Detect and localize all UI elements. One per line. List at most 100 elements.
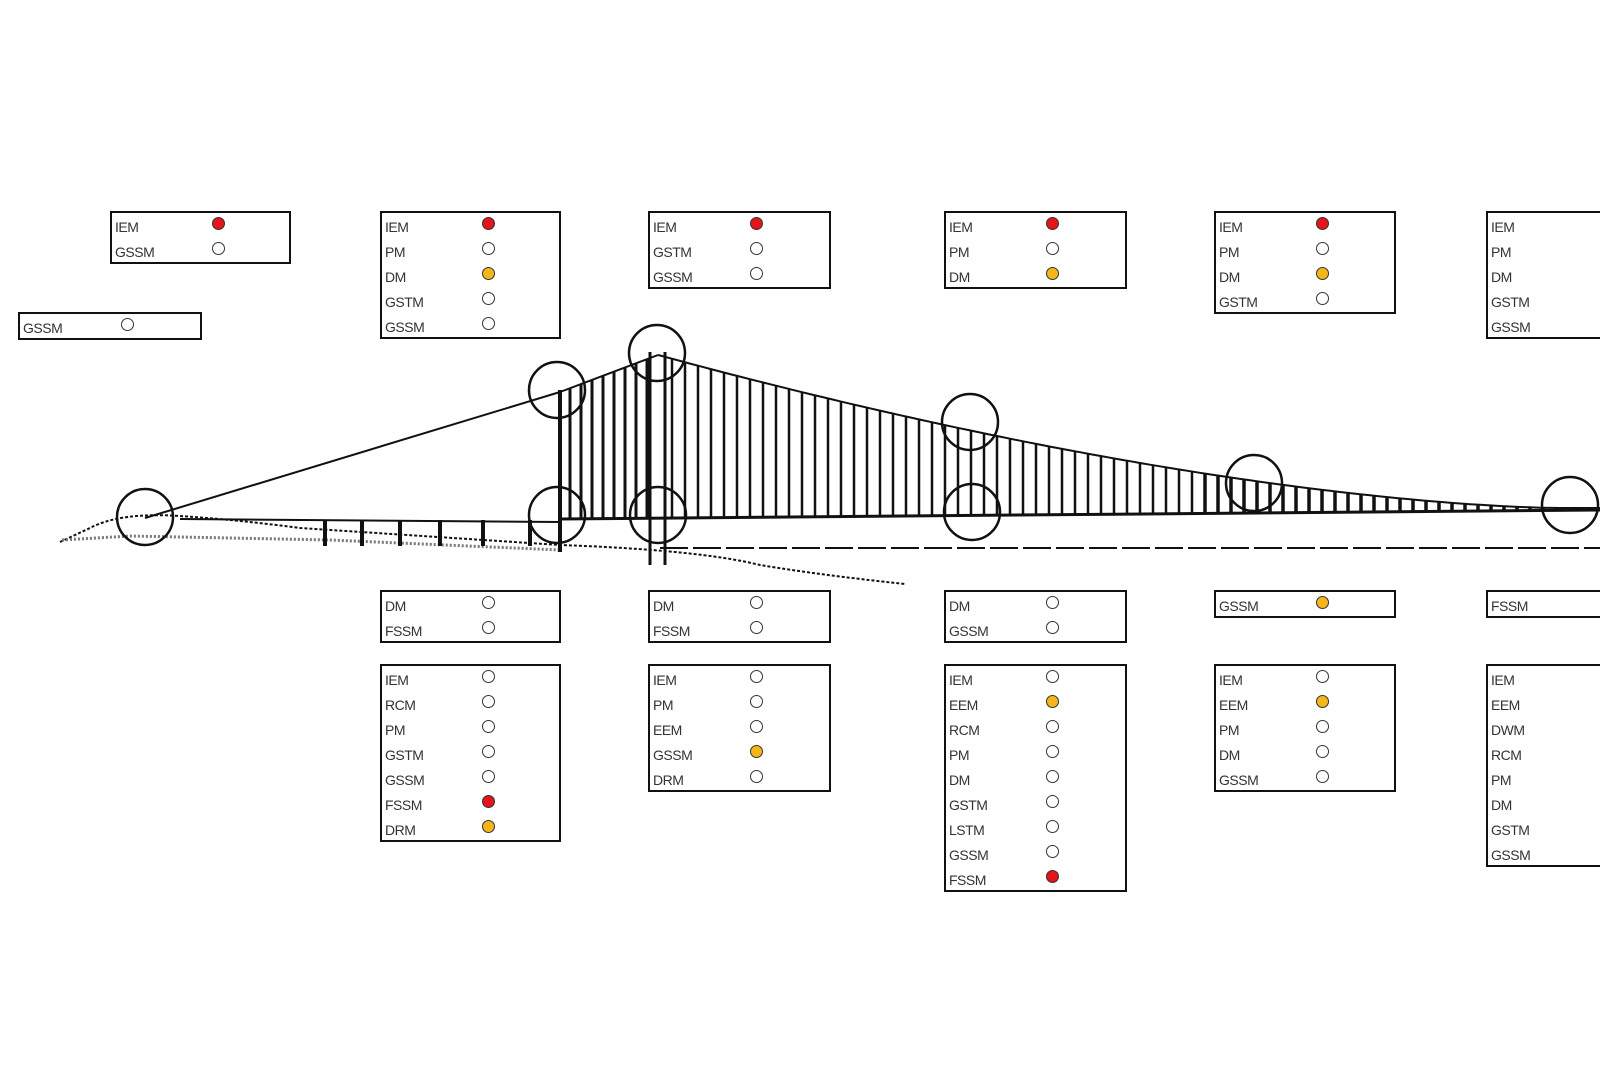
status-amber-dot-icon [482,820,495,833]
status-none-dot-icon [482,292,495,305]
monitoring-row: GSTM [1488,288,1600,313]
monitoring-row: IEM [650,666,829,691]
monitoring-box-tower1-top: IEM PM DM GSTM GSSM [380,211,561,339]
method-label: LSTM [949,822,985,838]
monitoring-row: IEM [1488,666,1600,691]
monitoring-box-span-quarter-top: IEM PM DM [944,211,1127,289]
method-label: EEM [949,697,978,713]
monitoring-row: GSTM [650,238,829,263]
method-label: FSSM [385,623,422,639]
method-label: IEM [949,219,973,235]
inspection-circle [527,360,587,420]
monitoring-row: GSTM [382,288,559,313]
status-none-dot-icon [1316,242,1329,255]
monitoring-box-left-anchorage-bottom: GSSM [18,312,202,340]
monitoring-row: PM [1488,766,1600,791]
monitoring-row: PM [1216,238,1394,263]
monitoring-row: DM [1216,263,1394,288]
method-label: GSSM [653,269,693,285]
method-label: DWM [1491,722,1525,738]
status-amber-dot-icon [1316,267,1329,280]
method-label: PM [949,747,970,763]
status-red-dot-icon [1046,870,1059,883]
monitoring-row: LSTM [946,816,1125,841]
method-label: IEM [1219,672,1243,688]
method-label: DM [385,598,406,614]
monitoring-row: FSSM [1488,592,1600,616]
status-amber-dot-icon [1046,695,1059,708]
status-none-dot-icon [482,770,495,783]
monitoring-box-tower2-top: IEM GSTM GSSM [648,211,831,289]
monitoring-row: FSSM [382,617,559,641]
status-red-dot-icon [212,217,225,230]
monitoring-row: DM [382,592,559,617]
method-label: EEM [1491,697,1520,713]
monitoring-row: GSSM [1488,313,1600,337]
method-label: GSSM [115,244,155,260]
monitoring-box-span-end-base: IEM EEM DWM RCM PM DM GSTM GSSM [1486,664,1600,867]
monitoring-box-span-3-base: IEM EEM PM DM GSSM [1214,664,1396,792]
monitoring-row: DM [1488,791,1600,816]
method-label: RCM [385,697,416,713]
monitoring-row: FSSM [382,791,559,816]
status-none-dot-icon [212,242,225,255]
method-label: PM [1219,722,1240,738]
status-none-dot-icon [1046,820,1059,833]
monitoring-row: DM [382,263,559,288]
status-red-dot-icon [482,217,495,230]
method-label: EEM [1219,697,1248,713]
method-label: DM [949,772,970,788]
method-label: GSSM [385,319,425,335]
method-label: DM [1219,269,1240,285]
method-label: GSSM [949,623,989,639]
monitoring-row: DRM [382,816,559,840]
monitoring-row: PM [946,741,1125,766]
status-none-dot-icon [482,242,495,255]
inspection-circle [115,487,175,547]
inspection-circle [940,392,1000,452]
method-label: IEM [1219,219,1243,235]
monitoring-row: PM [946,238,1125,263]
status-none-dot-icon [1046,242,1059,255]
method-label: FSSM [385,797,422,813]
method-label: DM [385,269,406,285]
status-none-dot-icon [1046,670,1059,683]
inspection-circle [527,485,587,545]
status-red-dot-icon [1046,217,1059,230]
status-none-dot-icon [482,720,495,733]
method-label: DRM [385,822,416,838]
monitoring-row: IEM [112,213,289,238]
monitoring-row: IEM [946,213,1125,238]
monitoring-row: EEM [650,716,829,741]
status-none-dot-icon [1046,845,1059,858]
monitoring-box-span-quarter-deck: DM GSSM [944,590,1127,643]
inspection-circle [628,485,688,545]
inspection-circle [627,323,687,383]
method-label: IEM [385,219,409,235]
side-cable [559,354,659,393]
monitoring-row: GSSM [1216,766,1394,790]
method-label: DM [1491,797,1512,813]
inspection-circle [942,482,1002,542]
method-label: GSSM [1491,319,1531,335]
monitoring-row: PM [650,691,829,716]
method-label: RCM [949,722,980,738]
method-label: PM [1491,244,1512,260]
status-none-dot-icon [750,770,763,783]
inspection-circle [1540,475,1600,535]
monitoring-row: GSSM [112,238,289,262]
status-none-dot-icon [1046,795,1059,808]
method-label: DRM [653,772,684,788]
monitoring-row: RCM [382,691,559,716]
monitoring-row: PM [1488,238,1600,263]
monitoring-row: RCM [1488,741,1600,766]
approach-deck [179,518,561,523]
status-none-dot-icon [482,596,495,609]
monitoring-row: RCM [946,716,1125,741]
monitoring-box-span-quarter-base: IEM EEM RCM PM DM GSTM LSTM GSSM FSSM [944,664,1127,892]
method-label: GSSM [1219,772,1259,788]
method-label: IEM [949,672,973,688]
method-label: PM [1219,244,1240,260]
monitoring-row: GSSM [946,617,1125,641]
method-label: GSTM [1491,822,1530,838]
